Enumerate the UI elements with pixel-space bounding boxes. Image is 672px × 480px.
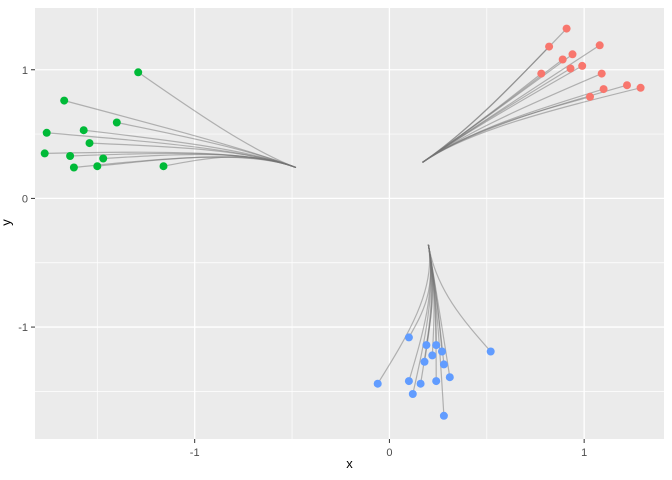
data-point bbox=[420, 357, 429, 366]
data-point bbox=[623, 81, 631, 90]
data-point bbox=[428, 351, 437, 360]
y-tick-label: 1 bbox=[22, 65, 28, 77]
x-tick-label: 1 bbox=[581, 447, 587, 459]
data-point bbox=[422, 341, 431, 350]
data-point bbox=[597, 69, 606, 78]
edge-line bbox=[422, 96, 591, 163]
edge-line bbox=[427, 244, 492, 352]
x-tick-label: -1 bbox=[190, 447, 200, 459]
data-point bbox=[79, 126, 88, 135]
data-point bbox=[432, 341, 441, 350]
data-point bbox=[134, 68, 143, 77]
data-point bbox=[566, 64, 575, 73]
data-point bbox=[486, 347, 495, 356]
y-tick-label: 0 bbox=[22, 193, 28, 205]
edge-line bbox=[137, 71, 297, 169]
x-axis: -1 0 1 bbox=[190, 439, 587, 459]
data-point bbox=[404, 333, 413, 342]
data-point bbox=[416, 379, 425, 388]
data-point bbox=[599, 85, 608, 94]
data-point bbox=[404, 377, 413, 386]
points-red-cluster bbox=[537, 24, 645, 101]
data-point bbox=[562, 24, 571, 33]
x-tick-label: 0 bbox=[386, 447, 392, 459]
data-point bbox=[558, 55, 567, 64]
major-gridlines bbox=[35, 8, 664, 439]
points-blue-cluster bbox=[373, 333, 495, 420]
data-point bbox=[93, 162, 102, 171]
data-point bbox=[159, 162, 168, 171]
data-point bbox=[537, 69, 546, 78]
data-point bbox=[66, 152, 75, 160]
data-point bbox=[439, 411, 448, 420]
plot-panel bbox=[35, 8, 664, 439]
data-point bbox=[40, 149, 49, 158]
data-point bbox=[60, 96, 69, 105]
edge-line bbox=[412, 244, 432, 395]
y-axis: 1 0 -1 bbox=[18, 65, 35, 334]
data-point bbox=[595, 41, 604, 50]
edge-line bbox=[427, 244, 445, 416]
data-point bbox=[636, 83, 645, 92]
y-tick-label: -1 bbox=[18, 322, 28, 334]
data-point bbox=[578, 61, 587, 70]
minor-gridlines bbox=[35, 8, 664, 439]
edge-line bbox=[377, 244, 431, 385]
edge-line bbox=[422, 67, 571, 163]
data-point bbox=[99, 154, 108, 163]
edges-red-cluster bbox=[422, 28, 641, 163]
data-point bbox=[69, 163, 78, 172]
data-point bbox=[85, 139, 94, 148]
data-point bbox=[586, 92, 594, 101]
data-point bbox=[112, 118, 121, 127]
data-point bbox=[445, 373, 454, 382]
edge-line bbox=[163, 156, 297, 169]
data-point bbox=[439, 360, 448, 369]
data-point bbox=[545, 42, 554, 51]
data-point bbox=[408, 390, 417, 398]
points-green-cluster bbox=[40, 68, 168, 172]
data-point bbox=[568, 50, 577, 59]
y-axis-title: y bbox=[0, 219, 14, 226]
data-point bbox=[373, 379, 382, 388]
x-axis-title: x bbox=[346, 456, 353, 471]
data-point bbox=[42, 128, 51, 137]
data-point bbox=[438, 347, 446, 356]
data-point bbox=[432, 377, 441, 386]
